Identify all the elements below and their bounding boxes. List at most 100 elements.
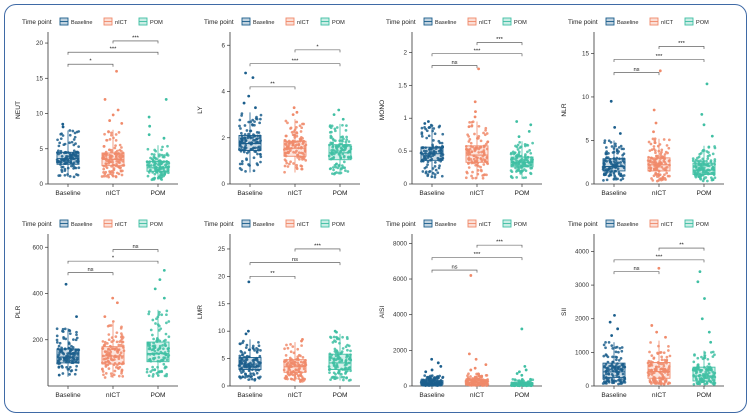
outlier-point — [529, 123, 533, 127]
data-point — [657, 344, 660, 348]
x-tick-label-pom: POM — [514, 190, 529, 197]
chart-panel-lmr: Time point Baseline nICT POM 0 5 10 15 20 25 LMR Ba… — [197, 219, 360, 399]
data-point — [525, 143, 529, 147]
data-point — [291, 361, 294, 365]
data-point — [433, 173, 437, 176]
outlier-point — [473, 366, 477, 370]
data-point — [297, 367, 301, 371]
x-tick-label-baseline: Baseline — [601, 392, 627, 399]
data-point — [302, 153, 306, 156]
data-point — [485, 373, 489, 377]
data-point — [110, 133, 113, 137]
data-point — [667, 138, 671, 142]
outlier-point — [523, 364, 527, 368]
y-tick-label: 20 — [36, 40, 44, 47]
outlier-point — [610, 334, 614, 337]
data-point — [121, 335, 125, 339]
data-point — [243, 376, 247, 379]
box-pom — [145, 268, 171, 378]
data-point — [65, 359, 69, 362]
data-point — [293, 363, 296, 367]
data-point — [290, 377, 294, 381]
data-point — [241, 375, 244, 379]
data-point — [69, 369, 73, 373]
data-point — [335, 171, 338, 174]
data-point — [161, 358, 164, 362]
data-point — [649, 166, 653, 170]
data-point — [425, 149, 428, 153]
data-point — [154, 322, 157, 325]
data-point — [297, 142, 301, 146]
data-point — [301, 122, 304, 126]
data-point — [650, 373, 654, 376]
y-tick-label: 400 — [32, 291, 43, 298]
data-point — [247, 364, 251, 368]
data-point — [439, 154, 443, 158]
x-tick-label-pom: POM — [696, 190, 711, 197]
data-point — [115, 159, 119, 163]
data-point — [160, 153, 164, 157]
data-point — [467, 156, 471, 160]
data-point — [340, 359, 344, 363]
data-point — [713, 145, 716, 148]
data-point — [332, 168, 335, 172]
x-tick-label-nict: nICT — [652, 190, 666, 197]
data-point — [711, 152, 715, 156]
significance-bracket: *** — [613, 254, 705, 263]
bracket-line — [476, 42, 523, 46]
data-point — [620, 346, 624, 349]
box-iqr — [647, 362, 671, 379]
bracket-line — [658, 46, 705, 49]
data-point — [604, 346, 607, 350]
data-point — [103, 132, 106, 136]
significance-label: *** — [656, 54, 664, 60]
data-point — [116, 348, 120, 352]
data-point — [482, 173, 486, 177]
data-point — [662, 362, 665, 366]
data-point — [239, 359, 243, 363]
data-point — [699, 177, 703, 181]
data-point — [292, 130, 296, 133]
data-point — [244, 358, 247, 362]
data-point — [247, 120, 251, 124]
data-point — [667, 345, 670, 348]
data-point — [607, 368, 611, 371]
data-point — [695, 367, 698, 371]
data-point — [245, 365, 248, 368]
significance-bracket: * — [67, 59, 114, 67]
data-point — [513, 151, 517, 155]
bracket-line — [67, 63, 114, 67]
data-point — [465, 151, 469, 155]
outlier-point — [61, 122, 65, 126]
data-point — [241, 136, 244, 140]
data-point — [72, 338, 75, 341]
data-point — [707, 371, 711, 375]
data-point — [328, 124, 332, 127]
data-point — [650, 368, 654, 372]
data-point — [662, 364, 666, 368]
data-point — [660, 148, 664, 152]
x-tick-label-pom: POM — [514, 392, 529, 399]
data-point — [333, 357, 336, 361]
data-point — [285, 362, 289, 366]
data-point — [240, 160, 244, 163]
data-point — [158, 347, 162, 350]
data-point — [651, 137, 655, 141]
data-point — [147, 164, 151, 167]
y-tick-label: 10 — [582, 94, 590, 101]
data-point — [604, 152, 608, 156]
outlier-point — [341, 117, 345, 121]
significance-bracket: *** — [67, 47, 159, 55]
data-point — [337, 355, 341, 359]
y-tick-label: 25 — [218, 246, 226, 253]
significance-label: * — [316, 44, 319, 50]
data-point — [252, 156, 256, 160]
outlier-point — [524, 368, 528, 372]
data-point — [429, 148, 433, 151]
bracket-line — [249, 262, 341, 266]
outlier-point — [162, 136, 166, 140]
data-point — [76, 154, 80, 158]
data-point — [481, 176, 485, 180]
data-point — [57, 365, 61, 369]
significance-label: ns — [132, 244, 138, 250]
